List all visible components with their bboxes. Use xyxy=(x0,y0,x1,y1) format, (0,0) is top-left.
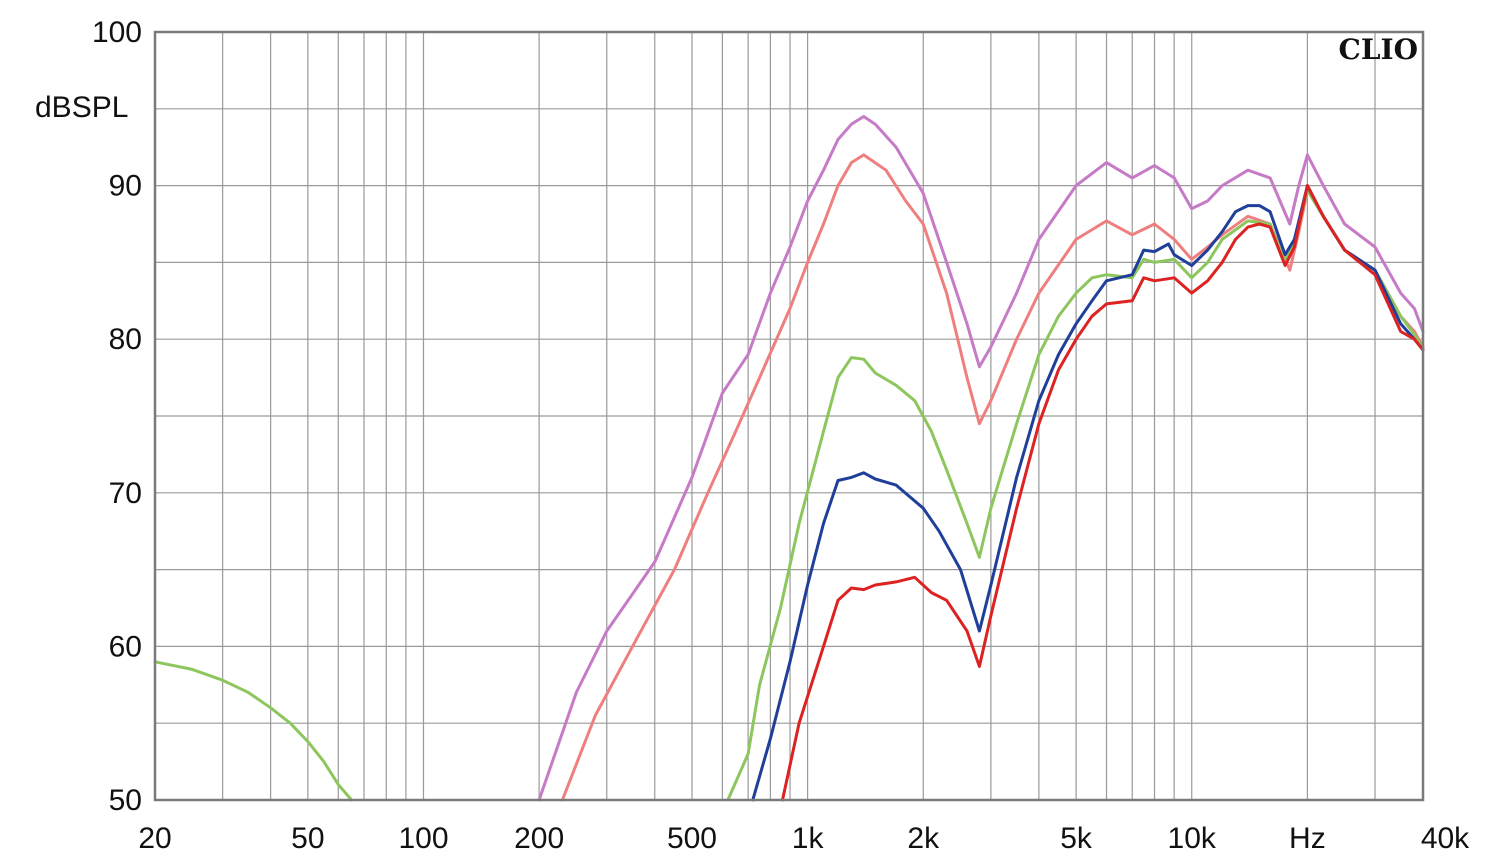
y-tick-label: 80 xyxy=(109,323,142,356)
series-layer xyxy=(153,115,1425,802)
x-tick-label: 100 xyxy=(398,822,448,855)
x-tick-label: 20 xyxy=(138,822,171,855)
x-tick-label: 10k xyxy=(1168,822,1217,855)
series-line-1 xyxy=(537,115,1425,802)
y-tick-label: 100 xyxy=(92,16,142,49)
y-axis-label: dBSPL xyxy=(35,91,128,124)
series-line-3-low xyxy=(153,660,354,802)
y-tick-label: 70 xyxy=(109,477,142,510)
x-tick-label: 5k xyxy=(1060,822,1093,855)
x-axis-unit-label: Hz xyxy=(1289,822,1326,855)
y-tick-label: 90 xyxy=(109,170,142,203)
x-tick-label: 200 xyxy=(514,822,564,855)
plot-frame xyxy=(153,30,1425,802)
y-tick-labels: 50 60 70 80 90 100 xyxy=(92,16,142,817)
x-tick-label: 50 xyxy=(291,822,324,855)
x-tick-label: 1k xyxy=(792,822,825,855)
x-tick-label: 40k xyxy=(1421,822,1470,855)
y-tick-label: 50 xyxy=(109,784,142,817)
series-line-5 xyxy=(781,184,1425,802)
x-tick-label: 2k xyxy=(907,822,940,855)
y-tick-label: 60 xyxy=(109,630,142,663)
x-tick-labels: 20 50 100 200 500 1k 2k 5k 10k 40k Hz xyxy=(138,822,1470,855)
brand-label: CLIO xyxy=(1339,33,1418,66)
x-tick-label: 500 xyxy=(667,822,717,855)
